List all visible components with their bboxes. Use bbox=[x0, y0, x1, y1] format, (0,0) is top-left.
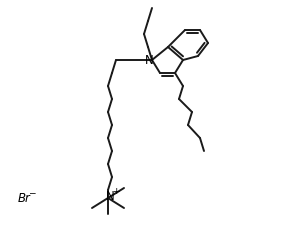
Text: N: N bbox=[106, 190, 114, 203]
Text: +: + bbox=[112, 187, 120, 197]
Text: N: N bbox=[145, 55, 153, 67]
Text: Br: Br bbox=[18, 191, 31, 204]
Text: −: − bbox=[28, 188, 36, 198]
